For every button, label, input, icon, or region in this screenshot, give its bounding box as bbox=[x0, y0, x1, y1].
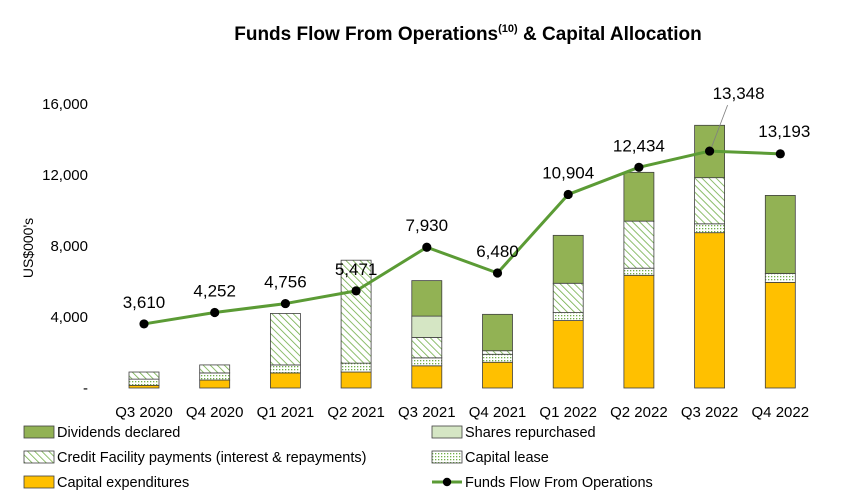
ffo-point bbox=[422, 242, 432, 252]
ffo-data-label: 6,480 bbox=[476, 242, 519, 261]
bar-dividends-declared bbox=[411, 280, 443, 317]
y-axis: - 4,000 8,000 12,000 16,000 bbox=[42, 96, 88, 397]
bar-capital-lease bbox=[623, 267, 655, 276]
x-tick-label: Q3 2022 bbox=[681, 404, 739, 421]
bar-capital-lease bbox=[552, 312, 584, 321]
ffo-point bbox=[634, 162, 644, 172]
ffo-data-label: 10,904 bbox=[542, 163, 594, 182]
ffo-data-label: 4,756 bbox=[264, 273, 307, 292]
bar-dividends-declared bbox=[764, 195, 796, 274]
bar-credit-facility-payments-interest-repayments bbox=[340, 259, 372, 364]
y-tick-label: 8,000 bbox=[50, 238, 88, 255]
bar-capital-expenditures bbox=[764, 281, 796, 389]
bar-series bbox=[128, 124, 796, 389]
ffo-point bbox=[280, 298, 290, 309]
ffo-point bbox=[210, 307, 220, 318]
bar-credit-facility-payments-interest-repayments bbox=[623, 220, 655, 269]
legend: Dividends declared Shares repurchased Cred… bbox=[23, 425, 653, 491]
legend-swatch-capital-lease bbox=[431, 450, 463, 464]
legend-label: Credit Facility payments (interest & rep… bbox=[57, 450, 366, 466]
bar-capital-expenditures bbox=[199, 379, 231, 389]
legend-swatch-marker bbox=[442, 477, 452, 487]
ffo-data-label: 13,348 bbox=[713, 84, 765, 103]
y-axis-label: US$000's bbox=[20, 218, 36, 278]
bar-dividends-declared bbox=[482, 313, 513, 352]
y-tick-label: 16,000 bbox=[42, 96, 88, 113]
bar-capital-expenditures bbox=[552, 320, 584, 389]
legend-label: Funds Flow From Operations bbox=[465, 475, 653, 491]
bar-capital-lease bbox=[411, 357, 443, 367]
label-leader-line bbox=[711, 104, 728, 148]
x-tick-label: Q2 2021 bbox=[327, 404, 385, 421]
legend-swatch-capital-expenditures bbox=[23, 475, 55, 489]
ffo-point bbox=[705, 146, 715, 156]
legend-swatch-shares-repurchased bbox=[431, 425, 463, 439]
bar-shares-repurchased bbox=[411, 315, 443, 338]
ffo-data-label: 3,610 bbox=[123, 293, 166, 312]
bar-credit-facility-payments-interest-repayments bbox=[269, 313, 301, 366]
ffo-data-label: 4,252 bbox=[193, 282, 236, 301]
bar-capital-lease bbox=[269, 364, 301, 374]
legend-label: Shares repurchased bbox=[465, 425, 596, 441]
bar-credit-facility-payments-interest-repayments bbox=[694, 177, 725, 225]
legend-swatch-credit-facility-payments-interest-repayments bbox=[23, 450, 55, 464]
bar-capital-expenditures bbox=[623, 274, 655, 389]
bar-credit-facility-payments-interest-repayments bbox=[128, 371, 160, 380]
ffo-line-series: 3,610 4,252 4,756 5,471 7,930 6,480 10,904 12,4… bbox=[123, 84, 810, 329]
bar-capital-expenditures bbox=[269, 372, 301, 389]
x-tick-label: Q2 2022 bbox=[610, 404, 668, 421]
ffo-point bbox=[351, 286, 361, 296]
ffo-point bbox=[139, 319, 149, 329]
x-tick-label: Q3 2021 bbox=[398, 404, 456, 421]
x-tick-label: Q4 2022 bbox=[752, 404, 810, 421]
chart-title-main: Funds Flow From Operations bbox=[234, 24, 498, 45]
chart-title: Funds Flow From Operations(10) & Capital… bbox=[234, 23, 702, 45]
ffo-data-label: 12,434 bbox=[613, 136, 665, 155]
x-axis: Q3 2020 Q4 2020 Q1 2021 Q2 2021 Q3 2021 Q4 20… bbox=[115, 404, 809, 421]
chart-title-suffix: & Capital Allocation bbox=[518, 24, 702, 45]
bar-capital-lease bbox=[199, 372, 231, 381]
x-tick-label: Q3 2020 bbox=[115, 404, 173, 421]
bar-capital-lease bbox=[764, 273, 796, 283]
bar-credit-facility-payments-interest-repayments bbox=[199, 364, 231, 374]
ffo-data-label: 5,471 bbox=[335, 260, 378, 279]
bar-capital-expenditures bbox=[411, 365, 443, 389]
ffo-point bbox=[775, 149, 785, 159]
y-tick-label: 4,000 bbox=[50, 309, 88, 326]
ffo-point bbox=[563, 189, 573, 200]
legend-label: Capital lease bbox=[465, 450, 549, 466]
x-tick-label: Q1 2022 bbox=[539, 404, 597, 421]
bar-dividends-declared bbox=[623, 171, 655, 222]
x-tick-label: Q4 2020 bbox=[186, 404, 244, 421]
legend-label: Capital expenditures bbox=[57, 475, 189, 491]
bar-capital-lease bbox=[340, 362, 372, 373]
ffo-line bbox=[143, 149, 781, 326]
bar-credit-facility-payments-interest-repayments bbox=[482, 350, 513, 355]
bar-capital-expenditures bbox=[340, 371, 372, 389]
bar-capital-expenditures bbox=[482, 361, 513, 389]
bar-capital-expenditures bbox=[694, 232, 725, 389]
ffo-data-label: 13,193 bbox=[758, 122, 810, 141]
x-tick-label: Q1 2021 bbox=[257, 404, 315, 421]
bar-capital-lease bbox=[694, 223, 725, 234]
legend-label: Dividends declared bbox=[57, 425, 180, 441]
bar-dividends-declared bbox=[552, 234, 584, 284]
ffo-point bbox=[492, 268, 503, 278]
bar-capital-lease bbox=[128, 378, 160, 386]
bar-capital-lease bbox=[482, 353, 513, 363]
bar-credit-facility-payments-interest-repayments bbox=[411, 337, 443, 359]
y-tick-label: - bbox=[83, 380, 88, 397]
ffo-data-label: 7,930 bbox=[406, 216, 449, 235]
legend-swatch-dividends-declared bbox=[23, 425, 55, 439]
x-tick-label: Q4 2021 bbox=[469, 404, 527, 421]
chart-title-superscript: (10) bbox=[498, 23, 518, 35]
bar-credit-facility-payments-interest-repayments bbox=[552, 282, 584, 313]
y-tick-label: 12,000 bbox=[42, 167, 88, 184]
